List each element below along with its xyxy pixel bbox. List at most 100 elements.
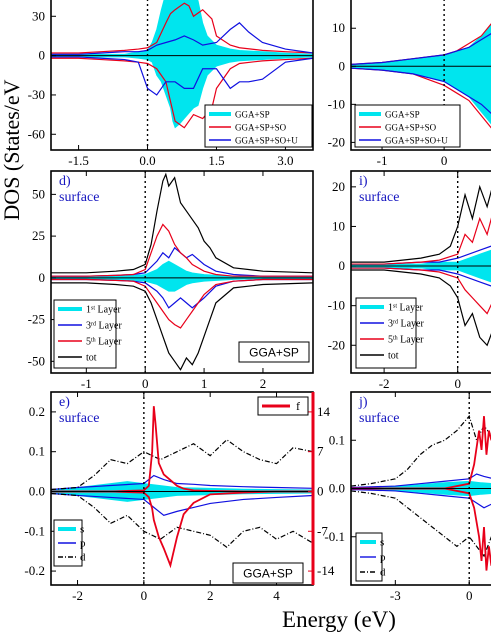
panel-sublabel: surface xyxy=(59,411,99,426)
legend-label: tot xyxy=(388,351,399,362)
series-d-up-line xyxy=(351,414,491,487)
panel-label: e) xyxy=(59,395,70,410)
plot-area xyxy=(351,23,491,129)
x-tick-label: -2 xyxy=(72,588,83,603)
series-1st-layer-down-area xyxy=(51,277,313,292)
panel-label: d) xyxy=(59,174,71,189)
panel-label: i) xyxy=(359,174,368,189)
series-gga-sp-so-u-down-line xyxy=(351,67,491,115)
y-tick-label: 0 xyxy=(39,270,46,285)
legend-label: GGA+SP xyxy=(235,110,270,120)
panel-frame xyxy=(50,170,314,374)
legend: GGA+SP GGA+SP+SO GGA+SP+SO+U xyxy=(354,104,461,148)
series-tot-down-line xyxy=(51,282,313,371)
series-d-down-line xyxy=(351,490,491,558)
series-tot-down-line xyxy=(351,269,491,347)
legend-label: GGA+SP+SO+U xyxy=(385,136,448,146)
y-tick-label: 0 xyxy=(339,258,346,273)
series-gga-sp-so-u-up-line xyxy=(51,22,313,55)
series-1st-layer-up-area xyxy=(51,260,313,279)
legend: spd xyxy=(355,532,386,582)
series-gga-sp-so-u-up-line xyxy=(351,33,491,65)
legend: spd xyxy=(53,519,86,567)
series-f-down-line xyxy=(51,490,313,569)
y-tick-label: 0.2 xyxy=(29,404,45,419)
panel-sublabel: surface xyxy=(359,411,399,426)
y2-tick-label: 0 xyxy=(317,483,324,498)
series-5th-layer-up-line xyxy=(51,223,313,277)
y-tick-label: -0.2 xyxy=(24,563,45,578)
y-tick-label: -50 xyxy=(28,353,45,368)
series-p-up-line xyxy=(51,474,313,491)
method-badge-box xyxy=(238,341,310,363)
series-d-up-line xyxy=(51,438,313,491)
method-badge-box xyxy=(232,562,304,584)
legend-label: 1st Layer xyxy=(388,303,424,314)
y-tick-label: -30 xyxy=(28,87,45,102)
series-tot-up-line xyxy=(51,172,313,274)
legend: 1st Layer 3rd Layer 5th Layer tot xyxy=(53,299,122,369)
plot-area xyxy=(51,172,313,371)
x-tick-label: 0.0 xyxy=(139,153,155,168)
x-tick-label: -1.5 xyxy=(68,153,89,168)
y-tick-label: 0.0 xyxy=(29,483,45,498)
y-tick-label: -20 xyxy=(328,134,345,149)
plot-area xyxy=(51,0,313,129)
plot-area xyxy=(51,406,313,569)
panel-frame xyxy=(350,170,491,374)
panel-frame xyxy=(50,0,314,151)
series-gga-sp-so-down-line xyxy=(51,57,313,129)
y-tick-label: -60 xyxy=(28,126,45,141)
x-tick-label: -2 xyxy=(379,376,390,391)
series-5th-layer-down-line xyxy=(51,278,313,329)
x-tick-label: -1 xyxy=(81,376,92,391)
y2-tick-label: 14 xyxy=(317,404,331,419)
series-f-up-line xyxy=(351,416,491,490)
method-badge: GGA+SP xyxy=(243,567,293,581)
y-tick-label: 10 xyxy=(332,20,345,35)
legend-label: p xyxy=(380,552,386,564)
panel-e: -2 0 2 4 -0.2 -0.1 0.0 0.1 0.2 -14 -7 0 7 14 e)surface… xyxy=(24,391,335,603)
legend-label: d xyxy=(380,567,386,579)
legend-label: GGA+SP+SO xyxy=(385,123,437,133)
panel-label: j) xyxy=(358,395,368,410)
legend-label: 3rd Layer xyxy=(86,321,122,332)
series-p-down-line xyxy=(51,492,313,517)
y-tick-label: 20 xyxy=(332,179,345,194)
legend-label: s xyxy=(380,537,384,549)
y-tick-label: 25 xyxy=(32,228,45,243)
x-tick-label: 2 xyxy=(207,588,214,603)
y-tick-label: 30 xyxy=(32,8,45,23)
x-tick-label: 2 xyxy=(260,376,267,391)
x-tick-label: 0 xyxy=(466,588,473,603)
x-tick-label: 3.0 xyxy=(277,153,293,168)
legend-label: 5th Layer xyxy=(86,337,122,348)
y-tick-label: -0.1 xyxy=(324,529,345,544)
series-gga-sp-up-area xyxy=(51,0,313,57)
legend-label: 1st Layer xyxy=(86,305,122,316)
legend-box xyxy=(355,297,417,369)
legend: GGA+SP GGA+SP+SO GGA+SP+SO+U xyxy=(204,104,313,148)
figure-xlabel: Energy (eV) xyxy=(282,607,396,632)
panel-sublabel: surface xyxy=(359,190,399,205)
legend-label: GGA+SP+SO+U xyxy=(235,136,298,146)
x-tick-label: 1 xyxy=(201,376,208,391)
legend: 1st Layer 3rd Layer 5th Layer tot xyxy=(355,297,424,369)
plot-area xyxy=(351,184,491,347)
series-gga-sp-so-u-down-line xyxy=(51,56,313,96)
panel-j: -3 0 -0.1 0.0 0.1 j)surface spd xyxy=(324,391,491,603)
legend-label: GGA+SP+SO xyxy=(235,123,287,133)
series-5th-layer-down-line xyxy=(351,267,491,315)
figure-ylabel: DOS (States/eV xyxy=(0,79,24,220)
x-tick-label: 0 xyxy=(454,376,461,391)
x-tick-label: -1 xyxy=(377,153,388,168)
x-tick-label: 1.5 xyxy=(208,153,224,168)
y-tick-label: 0 xyxy=(39,48,46,63)
x-tick-label: 0 xyxy=(142,376,149,391)
y2-tick-label: -7 xyxy=(317,523,328,538)
legend-label: 3rd Layer xyxy=(388,319,424,330)
y2-tick-label: 7 xyxy=(317,444,324,459)
